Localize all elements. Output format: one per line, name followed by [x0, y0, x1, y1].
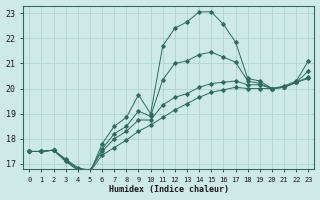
X-axis label: Humidex (Indice chaleur): Humidex (Indice chaleur) — [109, 185, 229, 194]
